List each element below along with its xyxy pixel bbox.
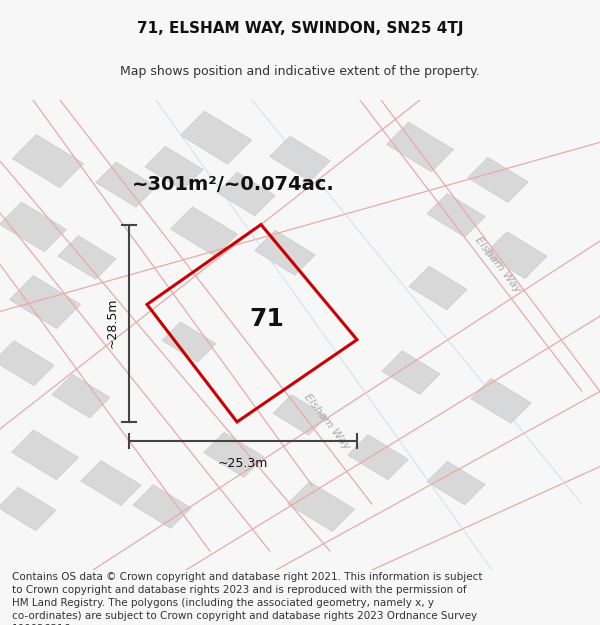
Polygon shape [10, 276, 80, 329]
Polygon shape [471, 378, 531, 423]
Polygon shape [427, 461, 485, 505]
Polygon shape [0, 341, 54, 386]
Polygon shape [485, 232, 547, 279]
Polygon shape [287, 482, 355, 531]
Polygon shape [409, 266, 467, 310]
Polygon shape [273, 395, 327, 435]
Polygon shape [181, 111, 251, 164]
Polygon shape [162, 322, 216, 362]
Polygon shape [217, 173, 275, 216]
Text: Map shows position and indicative extent of the property.: Map shows position and indicative extent… [120, 66, 480, 79]
Polygon shape [145, 146, 203, 190]
Polygon shape [382, 351, 440, 394]
Polygon shape [348, 435, 408, 479]
Text: ~28.5m: ~28.5m [105, 298, 118, 349]
Polygon shape [427, 193, 485, 237]
Text: Elsham Way: Elsham Way [473, 234, 523, 294]
Polygon shape [204, 432, 264, 478]
Polygon shape [58, 236, 116, 279]
Polygon shape [13, 134, 83, 188]
Polygon shape [270, 136, 330, 181]
Polygon shape [0, 202, 67, 252]
Polygon shape [255, 230, 315, 275]
Polygon shape [81, 461, 141, 506]
Text: 71: 71 [250, 306, 284, 331]
Text: Contains OS data © Crown copyright and database right 2021. This information is : Contains OS data © Crown copyright and d… [12, 572, 482, 625]
Polygon shape [468, 158, 528, 202]
Polygon shape [133, 485, 191, 528]
Text: 71, ELSHAM WAY, SWINDON, SN25 4TJ: 71, ELSHAM WAY, SWINDON, SN25 4TJ [137, 21, 463, 36]
Text: ~25.3m: ~25.3m [218, 458, 268, 470]
Text: ~301m²/~0.074ac.: ~301m²/~0.074ac. [132, 175, 335, 194]
Polygon shape [170, 207, 238, 256]
Polygon shape [11, 430, 79, 480]
Text: Elsham Way: Elsham Way [302, 392, 352, 452]
Polygon shape [52, 374, 110, 418]
Polygon shape [0, 487, 56, 531]
Polygon shape [96, 162, 156, 207]
Polygon shape [386, 122, 454, 172]
